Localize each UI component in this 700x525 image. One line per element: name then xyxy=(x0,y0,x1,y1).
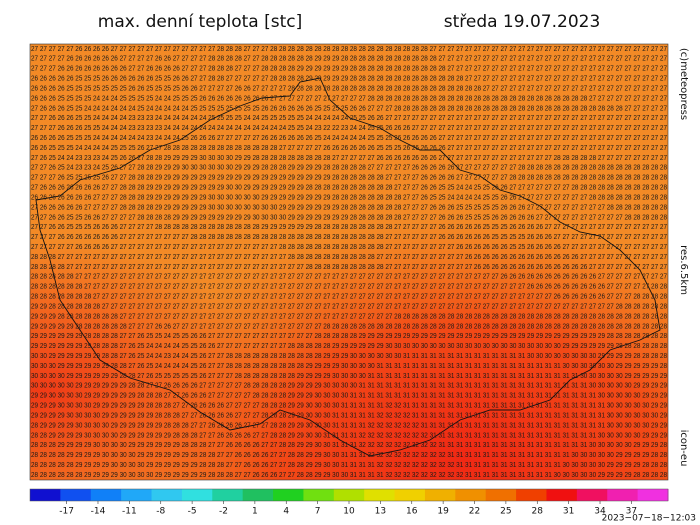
value-row: 28 28 29 29 29 29 30 30 30 30 29 29 29 2… xyxy=(31,432,667,439)
value-grid: 27 27 27 27 27 26 26 26 26 27 27 27 27 2… xyxy=(31,46,667,479)
value-row: 28 28 28 28 29 29 29 29 30 30 30 30 29 2… xyxy=(31,452,667,459)
value-row: 28 28 28 28 28 28 28 27 27 27 27 27 27 2… xyxy=(31,294,667,301)
colorbar-tick-label: 34 xyxy=(594,507,606,517)
value-row: 29 29 29 30 30 30 30 29 29 29 29 29 29 2… xyxy=(31,403,667,410)
timestamp: 2023−07−18−12:03 xyxy=(602,514,696,524)
colorbar-segment xyxy=(333,489,365,501)
value-row: 28 28 28 27 27 27 27 27 27 27 27 27 27 2… xyxy=(31,254,667,261)
colorbar-tick-label: -5 xyxy=(188,507,197,517)
value-row: 30 30 30 30 30 29 29 29 29 29 29 28 28 2… xyxy=(31,383,667,390)
value-row: 27 27 27 26 25 25 25 25 26 27 27 28 28 2… xyxy=(31,175,667,182)
value-row: 27 26 26 26 25 25 24 24 24 24 24 24 25 2… xyxy=(31,105,667,112)
colorbar-tick-label: 19 xyxy=(437,507,449,517)
value-row: 28 28 28 29 29 29 29 30 30 30 30 29 29 2… xyxy=(31,442,667,449)
value-row: 27 26 25 24 24 23 23 23 24 25 26 26 27 2… xyxy=(31,155,667,162)
colorbar-tick-label: -8 xyxy=(156,507,165,517)
value-row: 27 27 27 27 26 26 26 26 26 26 27 27 27 2… xyxy=(31,56,667,63)
colorbar-tick-label: 7 xyxy=(315,507,321,517)
colorbar-segment xyxy=(121,489,153,501)
value-row: 26 26 26 26 26 26 26 27 27 27 28 28 28 2… xyxy=(31,194,667,201)
value-row: 27 26 26 26 26 26 26 26 27 27 28 28 28 2… xyxy=(31,185,667,192)
value-row: 26 26 26 26 26 25 25 25 26 26 26 26 26 2… xyxy=(31,76,667,83)
value-row: 28 28 28 28 28 28 27 27 27 27 27 27 27 2… xyxy=(31,284,667,291)
colorbar-tick-label: 37 xyxy=(626,507,637,517)
value-row: 27 27 27 27 27 26 26 26 26 27 27 27 27 2… xyxy=(31,244,667,251)
value-row: 29 29 29 29 29 29 29 28 28 28 27 26 25 2… xyxy=(31,343,667,350)
model-label: icon-eu xyxy=(678,430,689,467)
colorbar-tick-label: 25 xyxy=(500,507,511,517)
value-row: 27 27 27 26 26 26 26 26 26 26 26 27 27 2… xyxy=(31,66,667,73)
colorbar-segment xyxy=(607,489,639,501)
colorbar-segment xyxy=(212,489,244,501)
value-row: 28 28 28 28 28 27 27 27 27 27 27 27 27 2… xyxy=(31,274,667,281)
value-row: 27 27 26 26 25 25 25 26 26 26 27 27 27 2… xyxy=(31,224,667,231)
colorbar-segment xyxy=(90,489,122,501)
colorbar-tick-label: -2 xyxy=(219,507,228,517)
value-row: 28 28 28 28 27 27 27 27 27 27 27 27 27 2… xyxy=(31,264,667,271)
colorbar-segment xyxy=(455,489,487,501)
value-row: 29 29 29 28 28 28 28 28 28 28 27 27 27 2… xyxy=(31,313,667,320)
map-area: 27 27 27 27 27 26 26 26 26 27 27 27 27 2… xyxy=(30,44,668,480)
colorbar-segment xyxy=(516,489,547,501)
value-row: 30 30 30 30 29 29 29 29 29 29 28 28 27 2… xyxy=(31,373,667,380)
colorbar-tick-label: 22 xyxy=(469,507,480,517)
colorbar-segment xyxy=(637,489,669,501)
copyright-label: (c)meteopress xyxy=(678,48,689,120)
map-title: max. denní teplota [stc] xyxy=(98,12,302,32)
colorbar-segment xyxy=(151,489,183,501)
country-border xyxy=(35,77,661,457)
value-row: 29 29 29 29 30 30 30 30 29 29 29 29 29 2… xyxy=(31,412,667,419)
colorbar-tick-label: 13 xyxy=(375,507,386,517)
value-row: 27 27 26 26 26 25 25 24 24 24 24 23 23 2… xyxy=(31,115,667,122)
value-row: 30 30 30 29 29 29 29 29 29 28 28 27 26 2… xyxy=(31,363,667,370)
value-row: 26 26 25 25 25 24 24 24 24 25 25 25 26 2… xyxy=(31,145,667,152)
colorbar-tick-label: 1 xyxy=(252,507,258,517)
colorbar-segment xyxy=(485,489,517,501)
colorbar-tick-label: -17 xyxy=(59,507,74,517)
colorbar-tick-label: 16 xyxy=(406,507,418,517)
value-row: 27 27 27 27 27 26 26 26 26 27 27 27 27 2… xyxy=(31,46,667,53)
colorbar: -17 -14 -11 -8 -5 -2 1 4 7 10 13 16 19 22 25 28 31 34 37 xyxy=(29,488,669,517)
colorbar-segment xyxy=(30,489,61,501)
colorbar-segment xyxy=(303,489,335,501)
value-row: 29 29 29 29 29 28 28 28 28 28 28 27 27 2… xyxy=(31,323,667,330)
resolution-label: res.6.5km xyxy=(678,245,689,295)
map-date: středa 19.07.2023 xyxy=(444,12,601,32)
colorbar-segment xyxy=(181,489,213,501)
colorbar-tick-label: -14 xyxy=(91,507,106,517)
colorbar-segment xyxy=(576,489,608,501)
colorbar-segment xyxy=(424,489,456,501)
value-row: 26 26 26 26 25 25 25 24 24 24 24 24 24 2… xyxy=(31,135,667,142)
value-row: 27 27 27 26 26 26 25 25 24 24 24 23 23 2… xyxy=(31,125,667,132)
value-row: 27 27 26 26 25 25 26 26 27 27 27 27 28 2… xyxy=(31,214,667,221)
value-row: 28 28 28 28 28 28 29 29 29 29 30 30 30 3… xyxy=(31,472,667,479)
colorbar-tick-label: 10 xyxy=(343,507,355,517)
colorbar-segment xyxy=(60,489,92,501)
colorbar-tick-label: 31 xyxy=(563,507,574,517)
colorbar-segment xyxy=(364,489,396,501)
value-row: 29 29 30 30 30 30 29 29 29 29 29 29 28 2… xyxy=(31,393,667,400)
map-frame xyxy=(29,43,669,481)
colorbar-segment xyxy=(273,489,304,501)
value-row: 27 27 27 26 26 26 26 26 26 26 27 27 27 2… xyxy=(31,234,667,241)
value-row: 28 28 28 28 28 29 29 29 29 30 30 30 30 2… xyxy=(31,462,667,469)
value-row: 27 26 26 26 26 26 27 27 27 27 28 28 28 2… xyxy=(31,204,667,211)
colorbar-tick-label: -11 xyxy=(122,507,137,517)
value-row: 26 26 26 25 25 25 25 24 24 24 25 25 25 2… xyxy=(31,95,667,102)
value-row: 26 26 26 26 25 25 25 25 25 25 25 26 26 2… xyxy=(31,85,667,92)
colorbar-segment xyxy=(546,489,578,501)
value-row: 30 30 29 29 29 29 29 29 28 28 27 26 25 2… xyxy=(31,353,667,360)
colorbar-tick-label: 28 xyxy=(532,507,544,517)
value-row: 29 29 29 29 29 29 28 28 28 28 27 27 26 2… xyxy=(31,333,667,340)
colorbar-segment xyxy=(242,489,274,501)
value-row: 28 29 29 29 29 30 30 30 30 29 29 29 29 2… xyxy=(31,422,667,429)
colorbar-segment xyxy=(394,489,426,501)
colorbar-tick-label: 4 xyxy=(283,507,289,517)
value-row: 27 27 26 25 24 23 23 24 25 26 27 27 28 2… xyxy=(31,165,667,172)
value-row: 29 29 28 28 28 28 28 28 27 27 27 27 27 2… xyxy=(31,303,667,310)
